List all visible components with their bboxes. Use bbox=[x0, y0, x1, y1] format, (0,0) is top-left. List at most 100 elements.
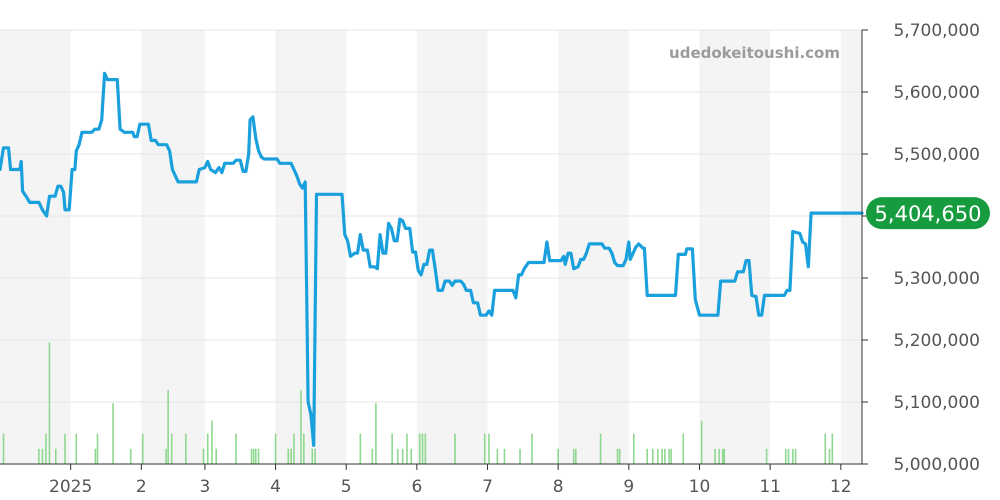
volume-bar bbox=[202, 448, 205, 464]
x-tick-label: 9 bbox=[623, 477, 634, 497]
volume-bar bbox=[824, 433, 827, 464]
volume-bar bbox=[206, 433, 209, 464]
volume-bar bbox=[718, 448, 721, 464]
volume-bar bbox=[787, 448, 790, 464]
volume-bar bbox=[531, 433, 533, 464]
x-tick-label: 5 bbox=[341, 477, 352, 497]
last-value-badge-bg bbox=[866, 197, 990, 230]
x-tick-label: 11 bbox=[759, 477, 781, 497]
y-tick-label: 5,700,000 bbox=[893, 21, 980, 41]
x-tick-label: 12 bbox=[830, 477, 852, 497]
volume-bar bbox=[575, 448, 577, 464]
y-tick-label: 5,600,000 bbox=[893, 83, 980, 103]
volume-bar bbox=[519, 448, 521, 464]
month-band bbox=[141, 30, 205, 464]
volume-bar bbox=[254, 448, 257, 464]
volume-bar bbox=[424, 433, 427, 464]
volume-bar bbox=[646, 448, 649, 464]
volume-bar bbox=[765, 448, 768, 464]
volume-bar bbox=[418, 433, 421, 464]
volume-bar bbox=[483, 433, 486, 464]
y-tick-label: 5,300,000 bbox=[893, 269, 980, 289]
volume-bar bbox=[303, 433, 305, 464]
volume-bar bbox=[129, 448, 132, 464]
volume-bar bbox=[45, 433, 47, 464]
month-band bbox=[558, 30, 629, 464]
volume-bar bbox=[714, 448, 716, 464]
volume-bar bbox=[572, 448, 575, 464]
volume-bar bbox=[252, 448, 255, 464]
volume-bar bbox=[165, 448, 167, 464]
volume-bar bbox=[141, 433, 144, 464]
volume-bar bbox=[359, 433, 362, 464]
volume-bar bbox=[300, 390, 302, 464]
volume-bar bbox=[167, 390, 169, 464]
volume-bar bbox=[314, 448, 316, 464]
volume-bar bbox=[2, 433, 5, 464]
month-band bbox=[416, 30, 488, 464]
volume-bar bbox=[599, 433, 602, 464]
volume-bar bbox=[391, 433, 393, 464]
x-tick-label: 7 bbox=[482, 477, 493, 497]
volume-bar bbox=[700, 420, 703, 464]
volume-bar bbox=[311, 448, 314, 464]
volume-bar bbox=[287, 448, 290, 464]
volume-bar bbox=[38, 448, 40, 464]
x-tick-label: 3 bbox=[199, 477, 210, 497]
y-tick-label: 5,000,000 bbox=[893, 455, 980, 475]
volume-bar bbox=[496, 448, 499, 464]
series-line bbox=[0, 71, 864, 447]
volume-bar bbox=[185, 433, 187, 464]
volume-bar bbox=[421, 433, 424, 464]
y-tick-label: 5,200,000 bbox=[893, 331, 980, 351]
y-tick-label: 5,100,000 bbox=[893, 393, 980, 413]
volume-bar bbox=[661, 448, 663, 464]
month-band bbox=[699, 30, 771, 464]
last-value-label: 5,404,650 bbox=[875, 202, 982, 226]
volume-bar bbox=[488, 433, 490, 464]
volume-bar bbox=[831, 433, 834, 464]
volume-bar bbox=[652, 448, 654, 464]
volume-bar bbox=[723, 448, 726, 464]
volume-bar bbox=[670, 448, 673, 464]
x-axis-ticks: 2025 2 3 4 5 6 7 8 9 10 11 12 bbox=[49, 464, 852, 497]
volume-bar bbox=[657, 448, 659, 464]
volume-bar bbox=[274, 433, 277, 464]
volume-bar bbox=[215, 448, 218, 464]
volume-bar bbox=[401, 448, 404, 464]
volume-bar bbox=[722, 448, 724, 464]
volume-bar bbox=[632, 433, 635, 464]
volume-bar bbox=[410, 448, 413, 464]
volume-bar bbox=[503, 448, 506, 464]
volume-bar bbox=[94, 448, 97, 464]
volume-bar bbox=[668, 448, 670, 464]
volume-bar bbox=[55, 448, 57, 464]
volume-bar bbox=[48, 342, 51, 464]
last-value-badge: 5,404,650 bbox=[866, 197, 990, 230]
volume-bar bbox=[41, 448, 44, 464]
x-tick-label: 8 bbox=[553, 477, 564, 497]
volume-bar bbox=[794, 448, 797, 464]
x-tick-label: 4 bbox=[270, 477, 281, 497]
volume-bar bbox=[250, 448, 253, 464]
volume-bar bbox=[64, 433, 66, 464]
volume-bar bbox=[112, 403, 114, 464]
volume-bar bbox=[664, 448, 666, 464]
month-band bbox=[840, 30, 862, 464]
volume-bar bbox=[211, 420, 213, 464]
volume-bar bbox=[682, 433, 685, 464]
volume-bar bbox=[371, 448, 374, 464]
volume-bar bbox=[293, 433, 295, 464]
volume-bar bbox=[791, 448, 794, 464]
volume-bar bbox=[406, 433, 408, 464]
volume-bar bbox=[290, 448, 292, 464]
month-band bbox=[275, 30, 347, 464]
volume-bar bbox=[557, 448, 559, 464]
volume-bar bbox=[618, 448, 621, 464]
volume-bar bbox=[396, 448, 399, 464]
volume-bar bbox=[616, 448, 619, 464]
volume-bar bbox=[454, 433, 456, 464]
volume-bar bbox=[375, 403, 377, 464]
month-band bbox=[0, 30, 71, 464]
